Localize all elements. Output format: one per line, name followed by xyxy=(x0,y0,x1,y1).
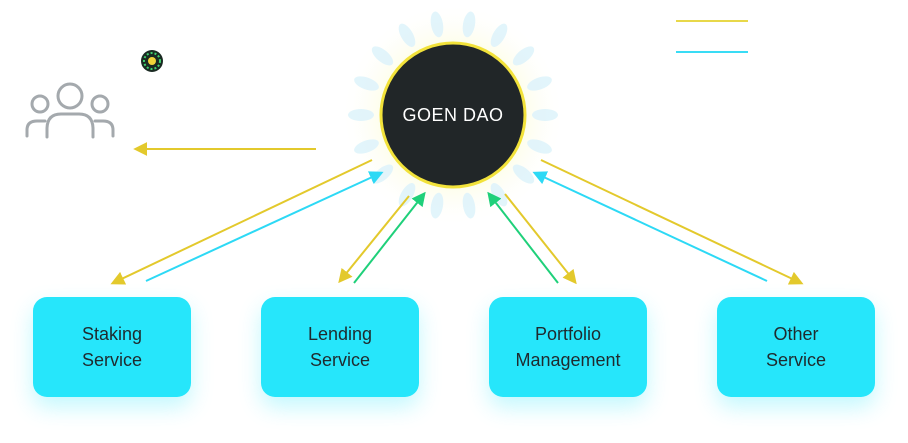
glow-petal xyxy=(354,76,379,91)
goen-token-icon xyxy=(141,50,163,72)
glow-petal xyxy=(398,183,416,207)
portfolio-management-box[interactable]: Portfolio Management xyxy=(489,297,647,397)
glow-petal xyxy=(462,11,476,38)
glow-petal xyxy=(398,23,416,47)
glow-petal xyxy=(354,139,379,154)
glow-petal xyxy=(490,23,508,47)
glow-petal xyxy=(512,164,535,184)
arrow-staking-to-dao xyxy=(145,171,384,282)
arrow-dao-to-other xyxy=(540,159,804,285)
core-label: GOEN DAO xyxy=(402,105,504,125)
arrow-dao-to-lending xyxy=(338,195,410,284)
glow-petal xyxy=(527,76,552,91)
staking-service-label: Staking Service xyxy=(81,324,143,370)
glow-petal xyxy=(348,109,374,121)
lending-service-box[interactable]: Lending Service xyxy=(261,297,419,397)
arrow-dao-to-portfolio xyxy=(504,193,577,285)
portfolio-management-label: Portfolio Management xyxy=(515,324,621,370)
staking-service-box[interactable]: Staking Service xyxy=(33,297,191,397)
glow-petal xyxy=(430,192,444,219)
glow-petal xyxy=(430,11,444,38)
glow-petal xyxy=(371,46,394,66)
arrow-portfolio-to-dao xyxy=(487,191,559,284)
other-service-label: Other Service xyxy=(765,324,827,370)
lending-service-label: Lending Service xyxy=(307,324,373,370)
other-service-box[interactable]: Other Service xyxy=(717,297,875,397)
glow-petal xyxy=(532,109,558,121)
arrow-lending-to-dao xyxy=(353,191,426,284)
arrow-dao-to-staking xyxy=(110,159,373,285)
glow-petal xyxy=(512,46,535,66)
glow-petal xyxy=(527,139,552,154)
glow-petal xyxy=(462,192,476,219)
arrow-other-to-dao xyxy=(532,171,768,282)
core-circle xyxy=(379,41,527,189)
users-group-icon xyxy=(25,82,115,139)
